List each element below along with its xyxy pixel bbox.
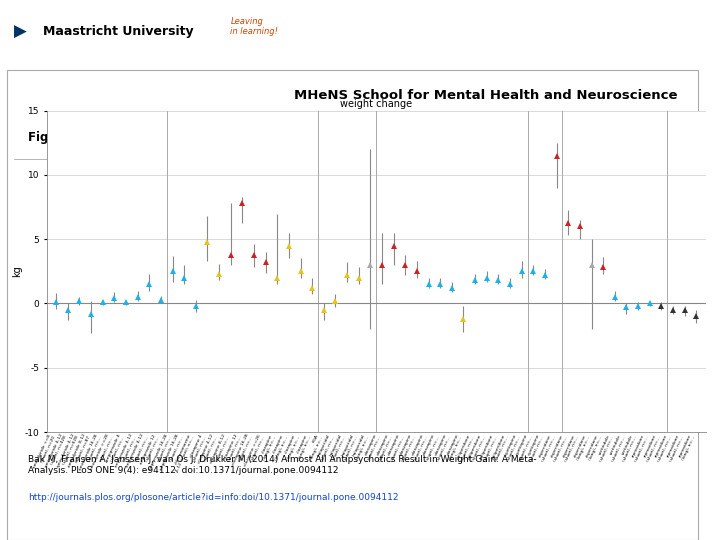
Text: 24: 24 [668,516,684,529]
Text: Leaving
in learning!: Leaving in learning! [230,17,279,36]
Text: Figure 2. Weight change (in kg) per period per antipsychotic medication.: Figure 2. Weight change (in kg) per peri… [28,131,513,144]
Text: Bak M, Fransen A, Janssen J, van Os J, Drukker M (2014) Almost All Antipsychotic: Bak M, Fransen A, Janssen J, van Os J, D… [28,455,536,475]
Text: ▶: ▶ [14,23,27,40]
Text: http://journals.plos.org/plosone/article?id=info:doi/10.1371/journal.pone.009411: http://journals.plos.org/plosone/article… [28,493,398,502]
Text: Maastricht University: Maastricht University [43,25,194,38]
Text: Department: Department [18,516,102,529]
Title: weight change: weight change [340,98,413,109]
Y-axis label: kg: kg [12,266,22,277]
Text: MHeNS School for Mental Health and Neuroscience: MHeNS School for Mental Health and Neuro… [294,89,678,102]
